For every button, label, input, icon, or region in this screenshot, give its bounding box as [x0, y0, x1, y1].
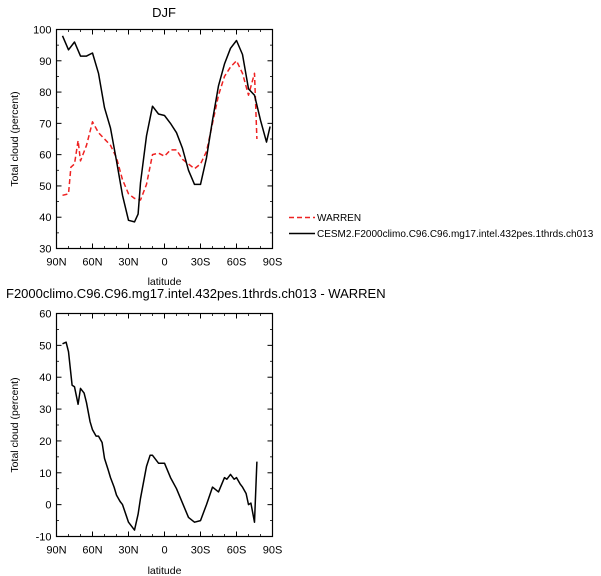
- bottom-ytick-label: -10: [36, 532, 52, 544]
- top-series-group: [61, 35, 271, 223]
- bottom-xtick-label: 30N: [118, 545, 138, 557]
- top-plot-frame: [55, 28, 274, 250]
- top-y-axis-label: Total cloud (percent): [9, 91, 21, 186]
- top-ytick-label: 40: [39, 212, 51, 224]
- bottom-ytick-label: 20: [39, 436, 51, 448]
- top-xtick-label: 30N: [118, 257, 138, 269]
- bottom-xtick-label: 60S: [227, 545, 247, 557]
- bottom-series-group: [62, 341, 258, 531]
- top-xtick-label: 60S: [227, 257, 247, 269]
- bottom-chart-title: F2000climo.C96.C96.mg17.intel.432pes.1th…: [6, 286, 386, 301]
- bottom-y-axis-label: Total cloud (percent): [9, 377, 21, 472]
- top-ytick-label: 60: [39, 150, 51, 162]
- top-ytick-label: 90: [39, 56, 51, 68]
- bottom-ytick-label: 60: [39, 309, 51, 321]
- top-xtick-label: 0: [161, 257, 167, 269]
- bottom-xtick-label: 60N: [82, 545, 102, 557]
- bottom-xtick-label: 90N: [46, 545, 66, 557]
- bottom-series-line-difference: [62, 341, 258, 531]
- legend-warren-label: WARREN: [317, 213, 361, 224]
- bottom-panel: F2000climo.C96.C96.mg17.intel.432pes.1th…: [6, 286, 386, 576]
- bottom-plot-frame: [55, 312, 274, 538]
- top-ytick-label: 80: [39, 87, 51, 99]
- top-xtick-label: 60N: [82, 257, 102, 269]
- top-xtick-label: 30S: [191, 257, 211, 269]
- bottom-xtick-label: 0: [161, 545, 167, 557]
- bottom-ytick-label: 50: [39, 340, 51, 352]
- top-ytick-label: 100: [33, 25, 51, 37]
- bottom-ytick-label: 10: [39, 468, 51, 480]
- legend-cesm-label: CESM2.F2000climo.C96.C96.mg17.intel.432p…: [317, 229, 594, 240]
- bottom-x-axis-label: latitude: [148, 565, 182, 576]
- bottom-xtick-label: 30S: [191, 545, 211, 557]
- top-ytick-label: 50: [39, 181, 51, 193]
- bottom-ytick-label: 40: [39, 372, 51, 384]
- top-series-line-cesm2: [61, 35, 271, 223]
- top-series-line-warren: [62, 60, 258, 201]
- top-ytick-label: 70: [39, 118, 51, 130]
- top-x-axis-label: latitude: [148, 276, 182, 288]
- top-xtick-label: 90N: [46, 257, 66, 269]
- bottom-ytick-label: 0: [45, 500, 51, 512]
- legend: WARREN CESM2.F2000climo.C96.C96.mg17.int…: [289, 213, 594, 240]
- bottom-ytick-label: 30: [39, 404, 51, 416]
- bottom-xtick-label: 90S: [263, 545, 283, 557]
- top-panel: DJF 90N 60N 30N 0 30S 60S 90S 30 40 50 60 70 80 90 100…: [9, 5, 282, 288]
- top-xtick-label: 90S: [263, 257, 283, 269]
- top-axis-ticks: 90N 60N 30N 0 30S 60S 90S 30 40 50 60 70 80 90 100: [33, 25, 282, 269]
- bottom-axis-ticks: 90N 60N 30N 0 30S 60S 90S -10 0 10 20 30 40 50 60: [36, 309, 283, 557]
- top-ytick-label: 30: [39, 244, 51, 256]
- top-chart-title: DJF: [152, 5, 176, 20]
